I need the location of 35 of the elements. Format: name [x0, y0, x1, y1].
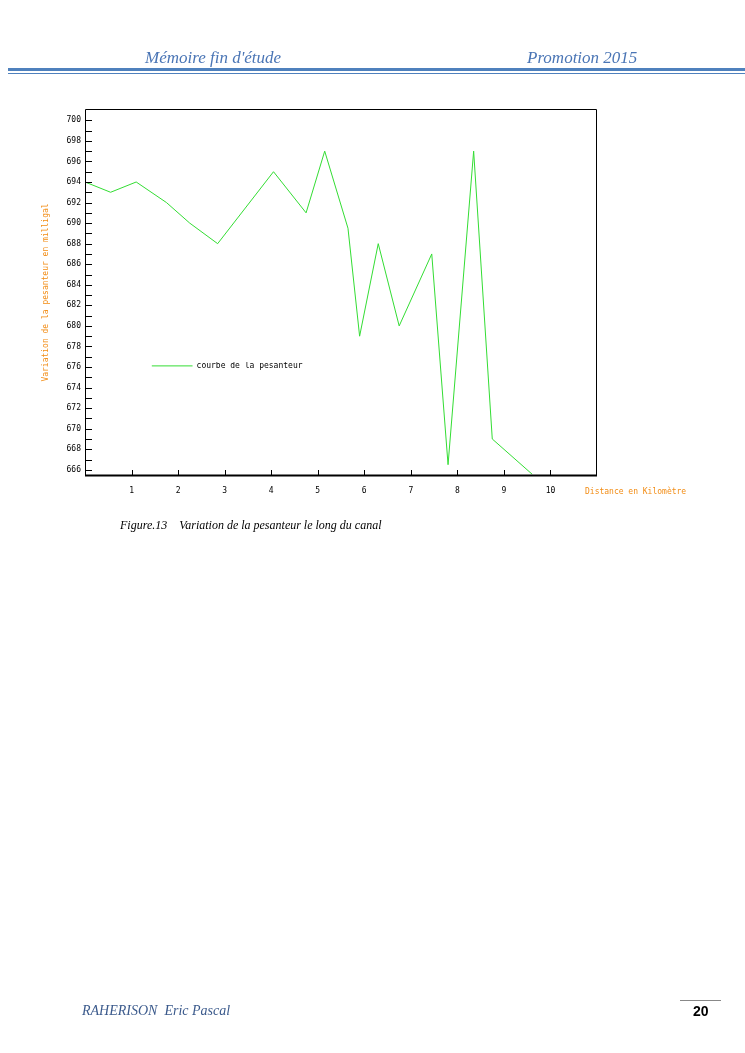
x-tick-label: 8	[454, 485, 460, 495]
y-tick-label: 676	[66, 362, 82, 372]
y-tick-label: 686	[66, 259, 82, 269]
text: 20	[693, 1003, 709, 1020]
text: Promotion 2015	[527, 48, 638, 69]
y-tick-label: 688	[66, 238, 82, 248]
y-tick-label: 680	[66, 320, 82, 330]
x-tick-label: 3	[222, 485, 228, 495]
y-tick-label: 674	[66, 382, 82, 392]
y-tick-label: 694	[66, 177, 82, 187]
x-axis-title: Distance en Kilomètre	[585, 486, 687, 497]
y-tick-label: 678	[66, 341, 82, 351]
y-tick-label: 668	[66, 444, 82, 454]
y-tick-label: 700	[66, 115, 82, 125]
x-tick-label: 5	[315, 485, 321, 495]
x-tick-label: 6	[361, 485, 367, 495]
text: Mémoire fin d'étude	[145, 48, 282, 69]
y-tick-label: 690	[66, 218, 82, 228]
text: Figure.13 Variation de la pesanteur le long du canal	[120, 518, 382, 533]
x-tick-label: 9	[501, 485, 507, 495]
y-tick-label: 670	[66, 423, 82, 433]
text: RAHERISON Eric Pascal	[82, 1003, 231, 1020]
y-tick-label: 666	[66, 464, 82, 474]
y-tick-label: 696	[66, 156, 82, 166]
y-tick-label: 672	[66, 403, 82, 413]
x-tick-label: 7	[408, 485, 414, 495]
x-tick-label: 10	[545, 485, 556, 495]
y-tick-label: 682	[66, 300, 82, 310]
y-tick-label: 684	[66, 279, 82, 289]
x-tick-label: 1	[129, 485, 135, 495]
x-tick-label: 4	[268, 485, 274, 495]
y-tick-label: 692	[66, 197, 82, 207]
y-tick-label: 698	[66, 135, 82, 145]
y-axis-title: Variation de la pesanteur en milligal	[41, 203, 51, 382]
x-tick-label: 2	[175, 485, 181, 495]
